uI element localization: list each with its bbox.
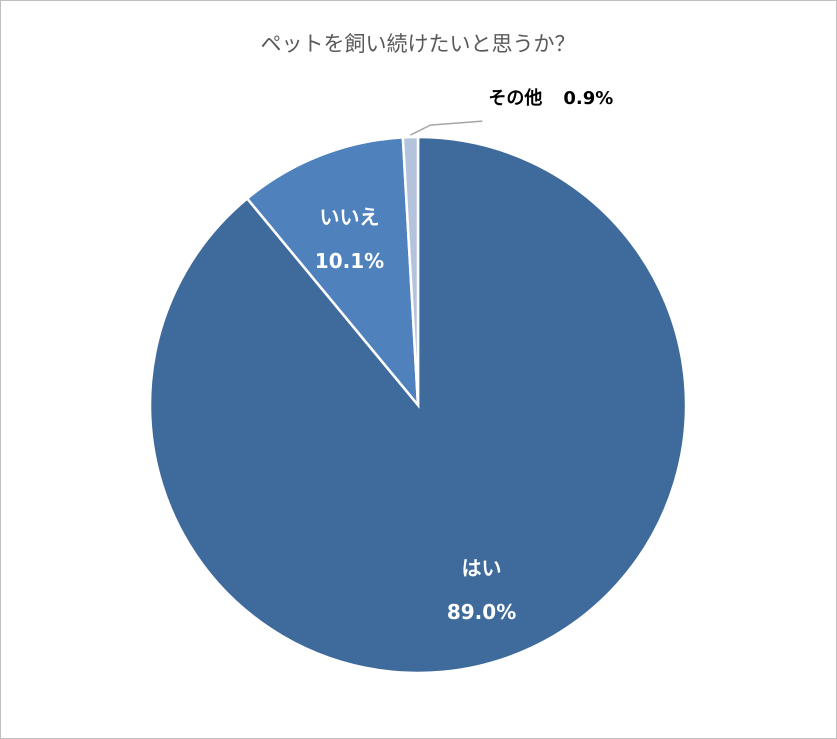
pie-slice	[401, 135, 420, 406]
data-label-value: 89.0%	[447, 600, 516, 624]
chart-title: ペットを飼い続けたいと思うか？	[261, 32, 576, 56]
data-label-category: はい	[462, 556, 502, 580]
data-label-value: 0.9%	[563, 88, 613, 109]
leader-line	[410, 120, 483, 136]
pie-slice	[245, 136, 420, 409]
data-label-category: いいえ	[319, 205, 379, 229]
data-label-value: 10.1%	[315, 249, 384, 273]
data-label-category: その他	[488, 87, 542, 109]
